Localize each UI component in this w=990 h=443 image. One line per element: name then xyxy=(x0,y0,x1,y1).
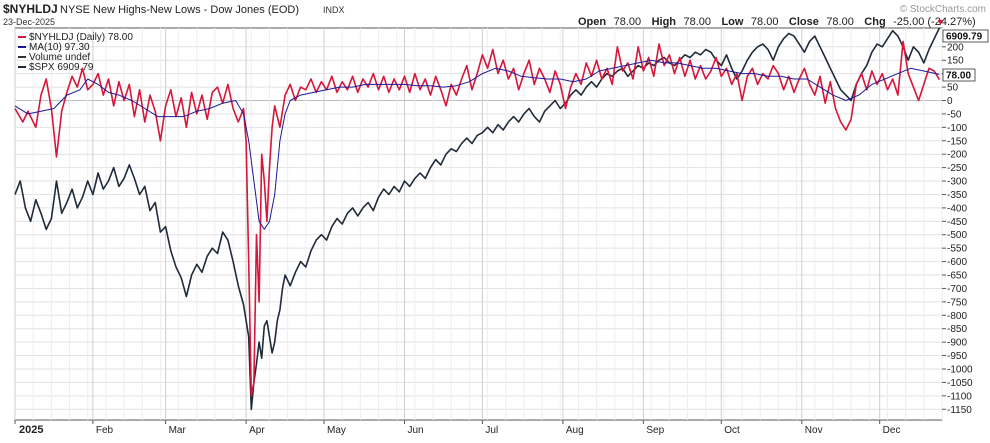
y-tick-label: -500 xyxy=(947,230,967,241)
series-line-nyhldj-daily xyxy=(14,40,941,397)
chg-value: -25.00 (-24.27%) xyxy=(893,16,976,28)
x-tick-label: Dec xyxy=(883,425,901,436)
y-tick-label: -350 xyxy=(947,190,967,201)
spx-last-value: 6909.79 xyxy=(946,32,983,43)
open-value: 78.00 xyxy=(614,16,642,28)
y-tick-label: -700 xyxy=(947,284,967,295)
y-tick-label: 150 xyxy=(947,56,964,67)
x-tick-label: Apr xyxy=(249,425,265,436)
high-label: High xyxy=(652,16,677,28)
spx-last-badge: 6909.79 xyxy=(942,29,989,43)
y-axis: 200150100500-50-100-150-200-250-300-350-… xyxy=(942,42,973,416)
y-tick-label: -1150 xyxy=(947,405,972,416)
y-tick-label: -50 xyxy=(947,109,962,120)
watermark: © StockCharts.com xyxy=(900,4,986,15)
chart-description: NYSE New Highs-New Lows - Dow Jones (EOD… xyxy=(60,4,299,16)
y-tick-label: -550 xyxy=(947,244,967,255)
x-tick-label: Feb xyxy=(96,425,114,436)
y-tick-label: -450 xyxy=(947,217,967,228)
y-tick-label: -850 xyxy=(947,324,967,335)
y-tick-label: -150 xyxy=(947,136,967,147)
close-label: Close xyxy=(789,16,819,28)
y-tick-label: -600 xyxy=(947,257,967,268)
x-tick-label: May xyxy=(327,425,346,436)
y-tick-label: -100 xyxy=(947,123,967,134)
chg-label: Chg xyxy=(864,16,885,28)
y-tick-label: -800 xyxy=(947,311,967,322)
x-axis: 2025 Feb Mar Apr May Jun Jul Aug Sep Oct Nov Dec xyxy=(14,420,901,436)
chart-ticker: $NYHLDJ xyxy=(3,2,58,16)
legend-entry: $NYHLDJ (Daily) 78.00 xyxy=(29,32,133,43)
x-tick-label: Oct xyxy=(724,425,740,436)
y-tick-label: 0 xyxy=(947,96,953,107)
series-line-spx xyxy=(14,27,941,411)
y-tick-label: -1050 xyxy=(947,378,973,389)
x-tick-label: 2025 xyxy=(19,424,43,436)
legend-entry: $SPX 6909.79 xyxy=(29,62,94,73)
low-label: Low xyxy=(721,16,743,28)
y-tick-label: -300 xyxy=(947,177,967,188)
x-tick-label: Nov xyxy=(805,425,823,436)
open-label: Open xyxy=(578,16,606,28)
grid xyxy=(14,28,943,420)
x-tick-label: Jul xyxy=(485,425,498,436)
y-tick-label: -1000 xyxy=(947,364,973,375)
x-tick-label: Aug xyxy=(566,425,584,436)
series-layer xyxy=(14,27,941,411)
y-tick-label: -650 xyxy=(947,271,967,282)
y-tick-label: -750 xyxy=(947,297,967,308)
y-tick-label: -400 xyxy=(947,203,967,214)
y-tick-label: -250 xyxy=(947,163,967,174)
y-tick-label: -1100 xyxy=(947,391,972,402)
y-tick-label: -950 xyxy=(947,351,967,362)
close-value: 78.00 xyxy=(826,16,854,28)
legend-entry: Volume undef xyxy=(29,52,90,63)
high-value: 78.00 xyxy=(683,16,711,28)
chg-down-icon: ▼ xyxy=(936,17,945,27)
ohlc-readout: Open 78.00 High 78.00 Low 78.00 Close 78… xyxy=(578,12,976,29)
y-tick-label: 50 xyxy=(947,83,959,94)
exchange-label: INDX xyxy=(323,5,345,15)
x-tick-label: Mar xyxy=(169,425,187,436)
y-tick-label: 200 xyxy=(947,42,964,53)
chart-date: 23-Dec-2025 xyxy=(3,17,55,27)
x-tick-label: Jun xyxy=(407,425,423,436)
main-last-badge: 78.00 xyxy=(942,68,976,82)
x-tick-label: Sep xyxy=(646,425,664,436)
series-line-ma-10 xyxy=(14,59,940,230)
y-tick-label: -200 xyxy=(947,150,967,161)
legend-entry: MA(10) 97.30 xyxy=(29,42,90,53)
y-tick-label: -900 xyxy=(947,338,967,349)
main-last-value: 78.00 xyxy=(946,71,971,82)
low-value: 78.00 xyxy=(751,16,779,28)
